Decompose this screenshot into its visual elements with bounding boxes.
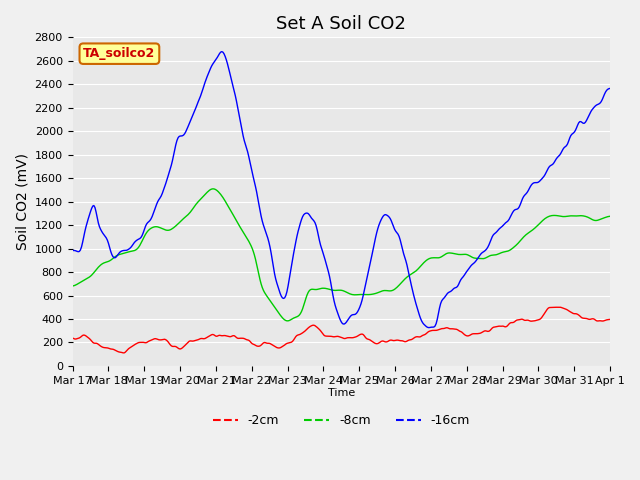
Text: TA_soilco2: TA_soilco2 [83, 47, 156, 60]
Y-axis label: Soil CO2 (mV): Soil CO2 (mV) [15, 153, 29, 250]
Title: Set A Soil CO2: Set A Soil CO2 [276, 15, 406, 33]
X-axis label: Time: Time [328, 388, 355, 398]
Legend: -2cm, -8cm, -16cm: -2cm, -8cm, -16cm [207, 409, 475, 432]
